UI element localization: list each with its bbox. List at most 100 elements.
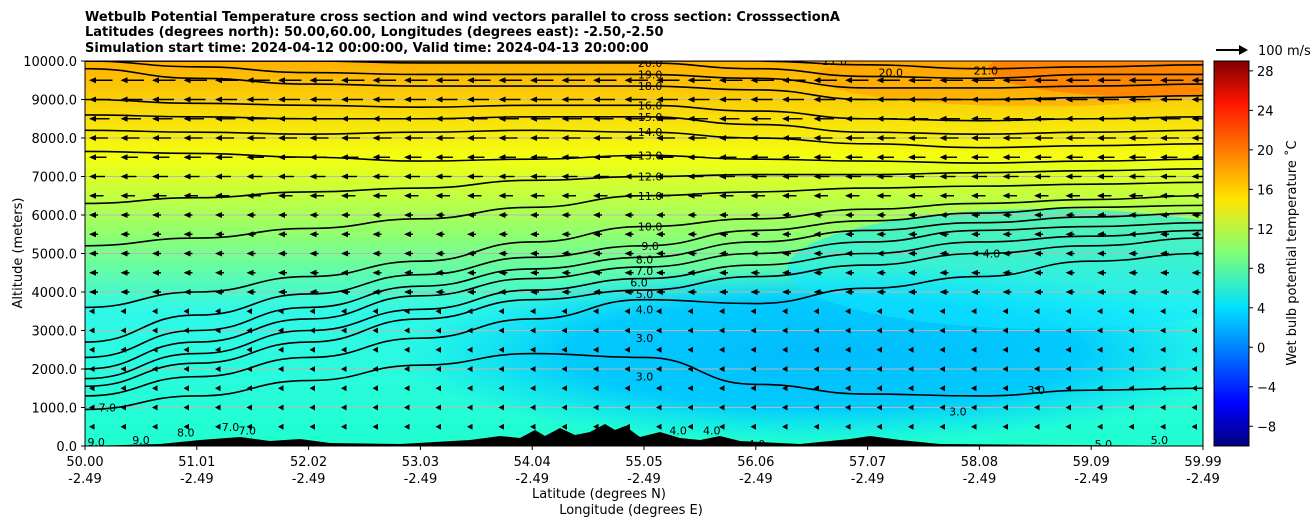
wind-vector: [152, 212, 161, 218]
wind-vector: [687, 154, 705, 161]
contour-label: 21.0: [974, 65, 999, 78]
wind-vector-head: [750, 269, 758, 276]
wind-vector: [341, 96, 363, 103]
wind-vector: [782, 366, 788, 372]
wind-vector: [1002, 212, 1012, 218]
wind-vector-head: [656, 192, 663, 199]
wind-vector-head: [1191, 77, 1199, 84]
wind-vector: [467, 135, 486, 141]
wind-vector-head: [1002, 308, 1008, 315]
wind-vector: [908, 289, 917, 295]
contour-label: 5.0: [1151, 434, 1169, 447]
wind-vector: [908, 135, 927, 141]
wind-vector-head: [1128, 404, 1134, 411]
wind-vector: [89, 77, 113, 84]
wind-vector: [1128, 135, 1148, 141]
wind-vector-head: [435, 385, 441, 392]
wind-vector: [1128, 154, 1146, 161]
wind-vector-head: [278, 96, 285, 103]
wind-vector-head: [939, 308, 945, 315]
wind-vector-head: [530, 96, 537, 103]
x-tick-label-lat: 54.04: [514, 455, 551, 470]
wind-vector-head: [656, 366, 662, 372]
y-tick-label: 7000.0: [32, 171, 78, 186]
wind-vector: [656, 192, 671, 199]
wind-vector: [687, 327, 693, 334]
wind-vector: [624, 423, 630, 430]
wind-vector-head: [561, 173, 569, 180]
wind-vector: [782, 346, 788, 353]
wind-vector-head: [1128, 366, 1134, 372]
wind-vector-head: [467, 404, 473, 411]
wind-vector-head: [120, 346, 126, 353]
wind-vector-head: [908, 385, 914, 392]
wind-vector-head: [1128, 231, 1136, 238]
wind-vector: [183, 327, 189, 334]
wind-vector: [971, 289, 980, 295]
wind-vector: [498, 192, 513, 199]
wind-vector: [278, 135, 297, 141]
wind-vector-head: [404, 289, 411, 295]
wind-vector: [813, 269, 823, 276]
wind-vector: [939, 192, 954, 199]
wind-vector: [593, 308, 599, 315]
wind-vector: [939, 250, 949, 257]
wind-vector: [687, 346, 693, 353]
wind-vector: [561, 135, 581, 141]
wind-vector: [876, 366, 882, 372]
wind-vector-head: [183, 173, 191, 180]
wind-vector: [750, 366, 756, 372]
wind-vector-head: [687, 173, 695, 180]
wind-vector: [656, 231, 665, 238]
wind-vector-head: [309, 192, 317, 199]
wind-vector-head: [750, 231, 758, 238]
wind-vector-head: [152, 385, 158, 392]
wind-vector: [1097, 250, 1106, 257]
wind-vector: [1002, 96, 1025, 103]
wind-vector: [845, 115, 866, 122]
wind-vector: [876, 192, 891, 199]
wind-vector-head: [278, 135, 285, 141]
wind-vector: [561, 77, 585, 84]
wind-vector-head: [1097, 250, 1104, 257]
wind-vector: [246, 289, 256, 295]
wind-vector-head: [1160, 327, 1166, 334]
wind-vector-head: [1065, 135, 1073, 141]
wind-vector-head: [593, 96, 600, 103]
wind-vector: [1097, 327, 1103, 334]
contour-label: 4.0: [669, 425, 687, 438]
wind-vector: [309, 231, 319, 238]
wind-vector-head: [467, 231, 474, 238]
wind-vector-head: [278, 115, 285, 122]
wind-vector-head: [1191, 135, 1199, 141]
isotherm-21: [85, 61, 1203, 70]
wind-vector: [120, 327, 126, 334]
wind-vector-head: [1097, 231, 1104, 238]
wind-vector: [89, 346, 95, 353]
contour-label: 7.0: [222, 421, 240, 434]
wind-vector: [1002, 327, 1008, 334]
wind-vector-head: [120, 366, 126, 372]
wind-vector: [1191, 385, 1197, 392]
contour-label: 7.0: [99, 402, 117, 415]
wind-vector-head: [1065, 308, 1071, 315]
wind-vector-head: [404, 212, 411, 218]
wind-vector: [1034, 404, 1040, 411]
contour-label: 3.0: [636, 332, 654, 345]
wind-vector: [309, 327, 315, 334]
x-tick-label-lon: -2.49: [68, 472, 102, 487]
wind-vector: [971, 173, 987, 180]
wind-vector-head: [624, 96, 632, 103]
wind-vector: [1065, 385, 1071, 392]
wind-vector-head: [656, 115, 663, 122]
wind-vector: [1160, 231, 1169, 238]
wind-vector-head: [372, 135, 380, 141]
wind-vector: [435, 327, 441, 334]
isotherm-8: [85, 212, 1203, 359]
wind-vector-head: [1034, 231, 1041, 238]
wind-vector: [593, 366, 599, 372]
wind-vector: [1191, 308, 1197, 315]
wind-vector-head: [813, 250, 821, 257]
wind-vector-head: [561, 404, 567, 411]
wind-vector-head: [782, 135, 789, 141]
